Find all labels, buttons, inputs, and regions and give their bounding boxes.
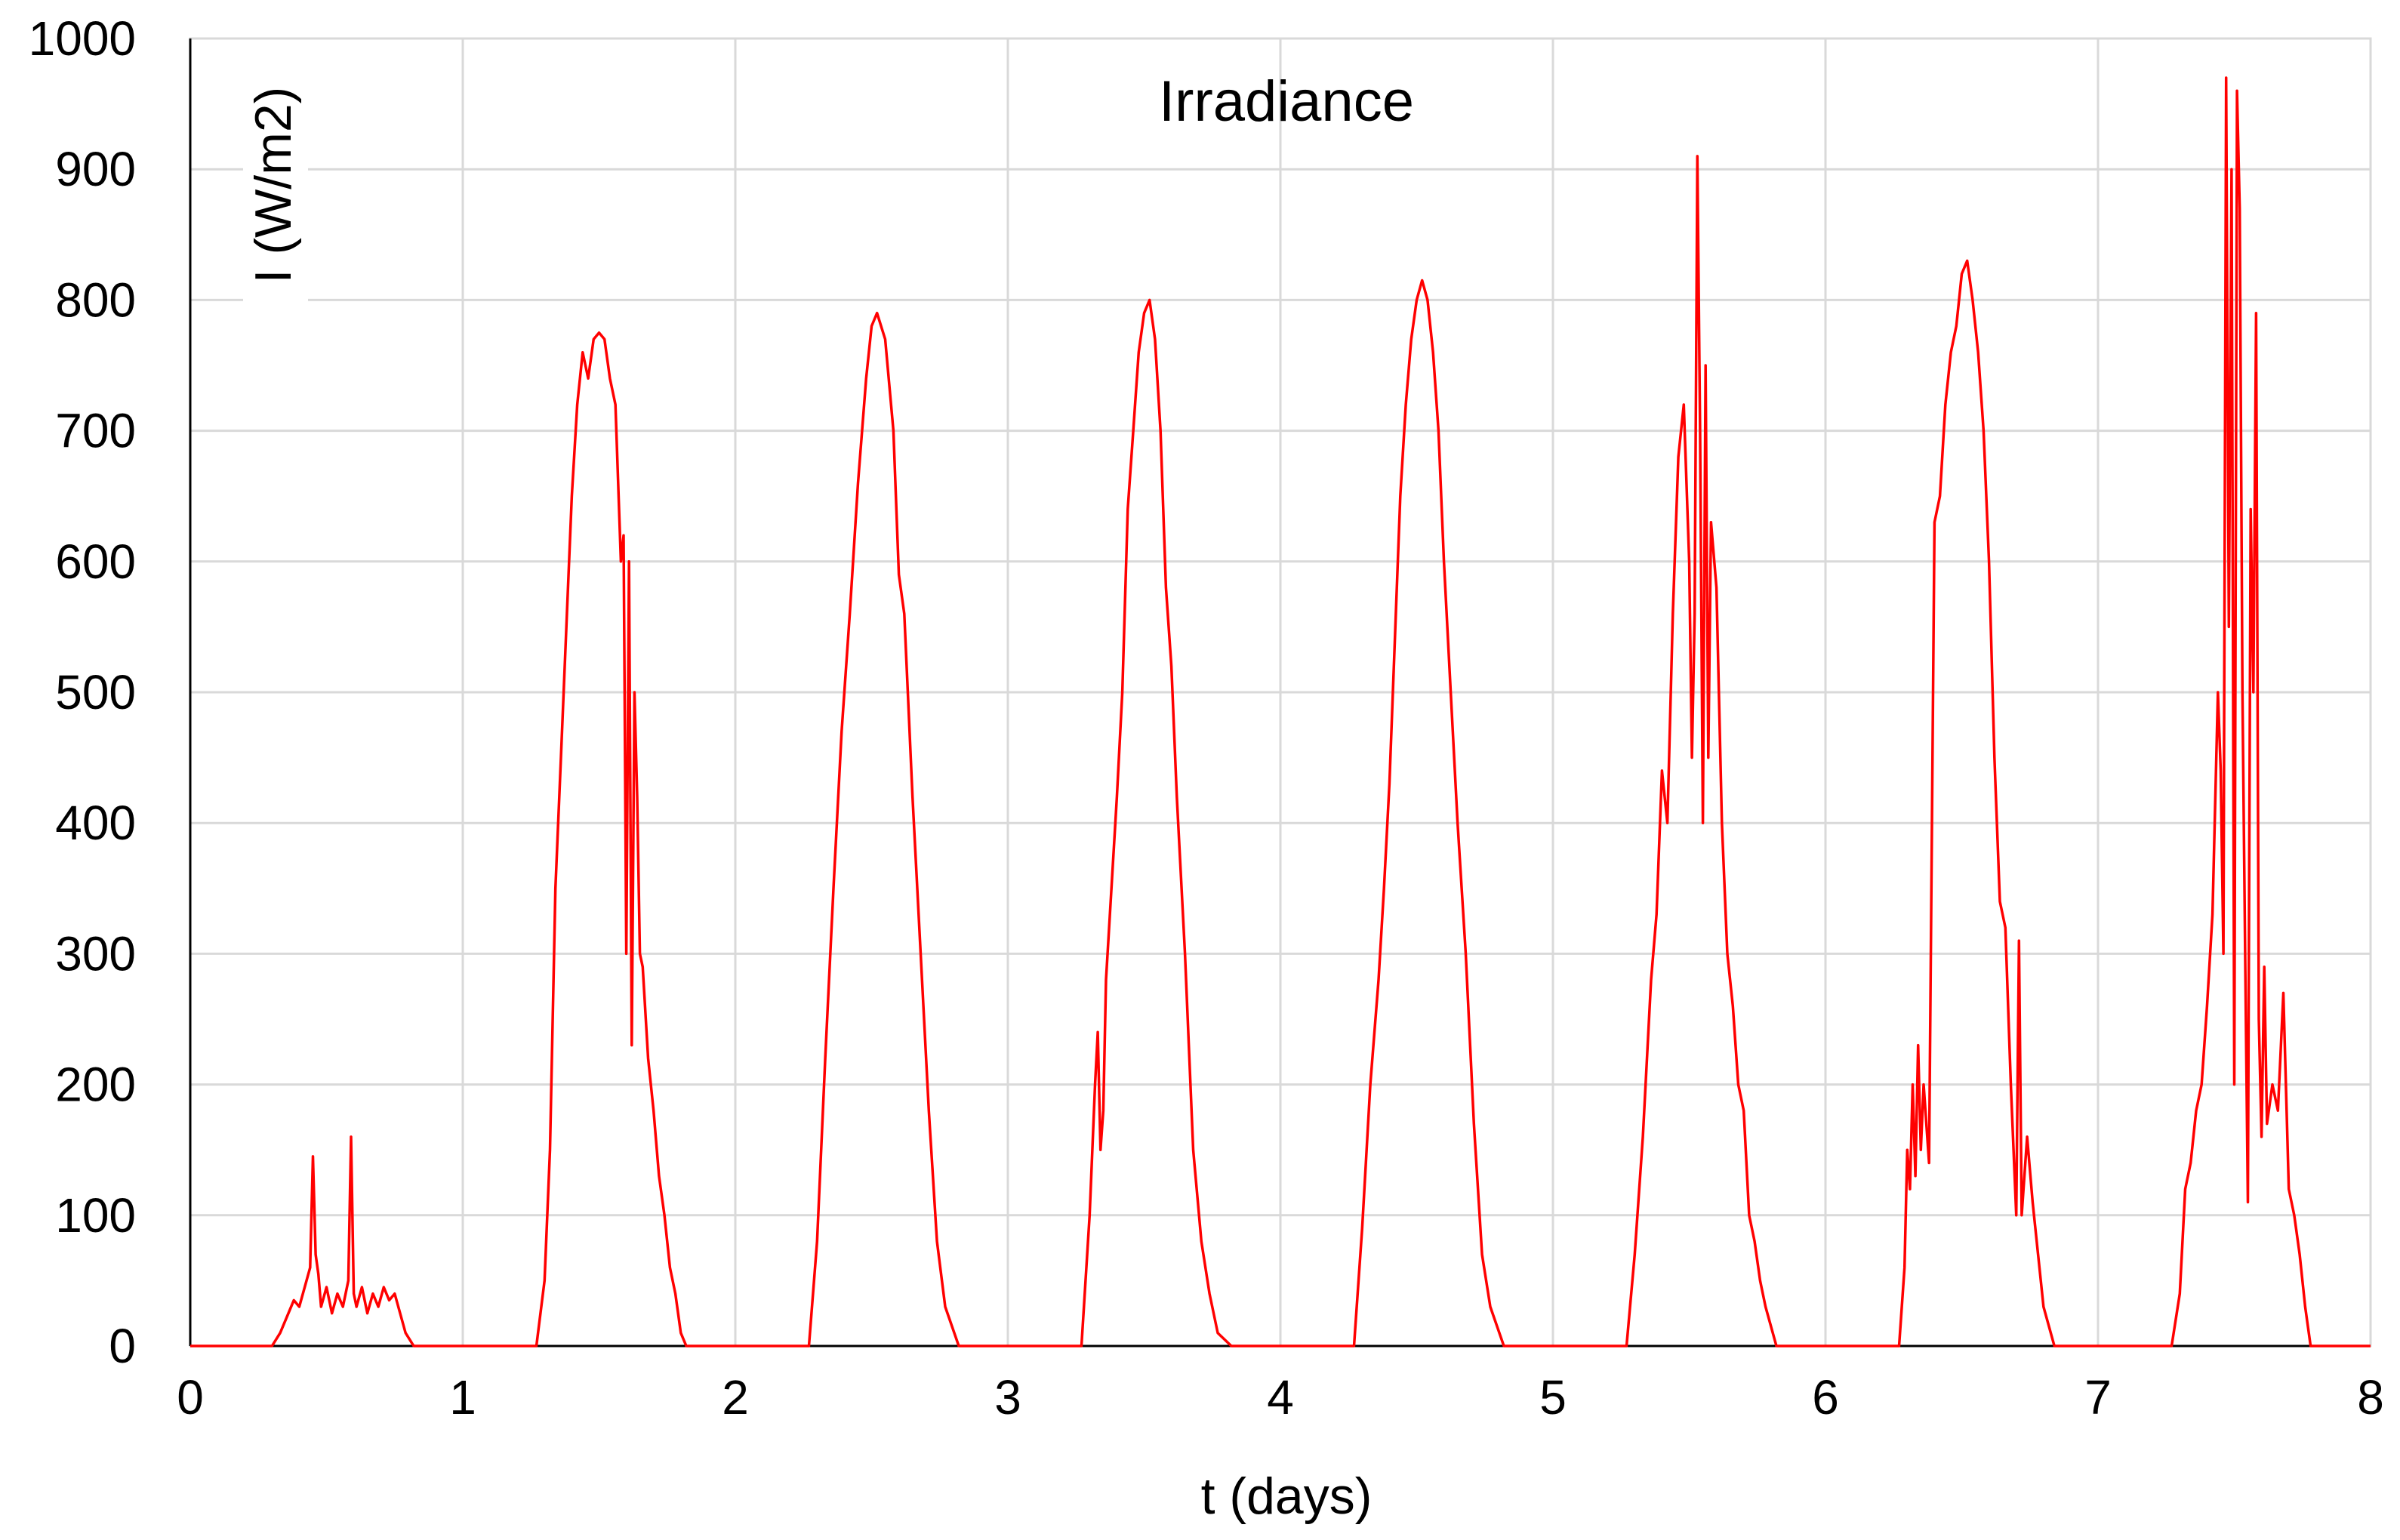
x-tick-label: 7	[2084, 1370, 2112, 1424]
x-tick-label: 4	[1267, 1370, 1294, 1424]
y-tick-label: 300	[55, 926, 136, 981]
y-tick-labels: 0 100 200 300 400 500 600 700 800 900 1000	[29, 11, 136, 1373]
y-tick-label: 200	[55, 1058, 136, 1112]
x-tick-label: 0	[177, 1370, 204, 1424]
y-tick-label: 100	[55, 1188, 136, 1243]
y-axis-label: I (W/m2)	[245, 87, 302, 284]
series-irradiance	[190, 76, 2371, 1348]
x-tick-label: 1	[449, 1370, 476, 1424]
x-axis-label: t (days)	[1201, 1468, 1373, 1525]
y-tick-label: 600	[55, 534, 136, 589]
y-tick-label: 700	[55, 404, 136, 458]
series-line-0	[190, 76, 2371, 1348]
y-tick-label: 1000	[29, 11, 136, 66]
x-tick-label: 8	[2357, 1370, 2384, 1424]
x-tick-labels: 0 1 2 3 4 5 6 7 8	[177, 1370, 2384, 1424]
x-tick-label: 2	[722, 1370, 749, 1424]
y-tick-label: 800	[55, 273, 136, 327]
x-tick-label: 3	[994, 1370, 1021, 1424]
x-tick-label: 5	[1539, 1370, 1567, 1424]
y-tick-label: 500	[55, 665, 136, 719]
chart-title: Irradiance	[1159, 69, 1414, 134]
y-tick-label: 900	[55, 142, 136, 196]
y-tick-label: 400	[55, 796, 136, 850]
x-tick-label: 6	[1812, 1370, 1839, 1424]
y-axis-label-background	[243, 64, 308, 304]
y-tick-label: 0	[109, 1319, 136, 1373]
